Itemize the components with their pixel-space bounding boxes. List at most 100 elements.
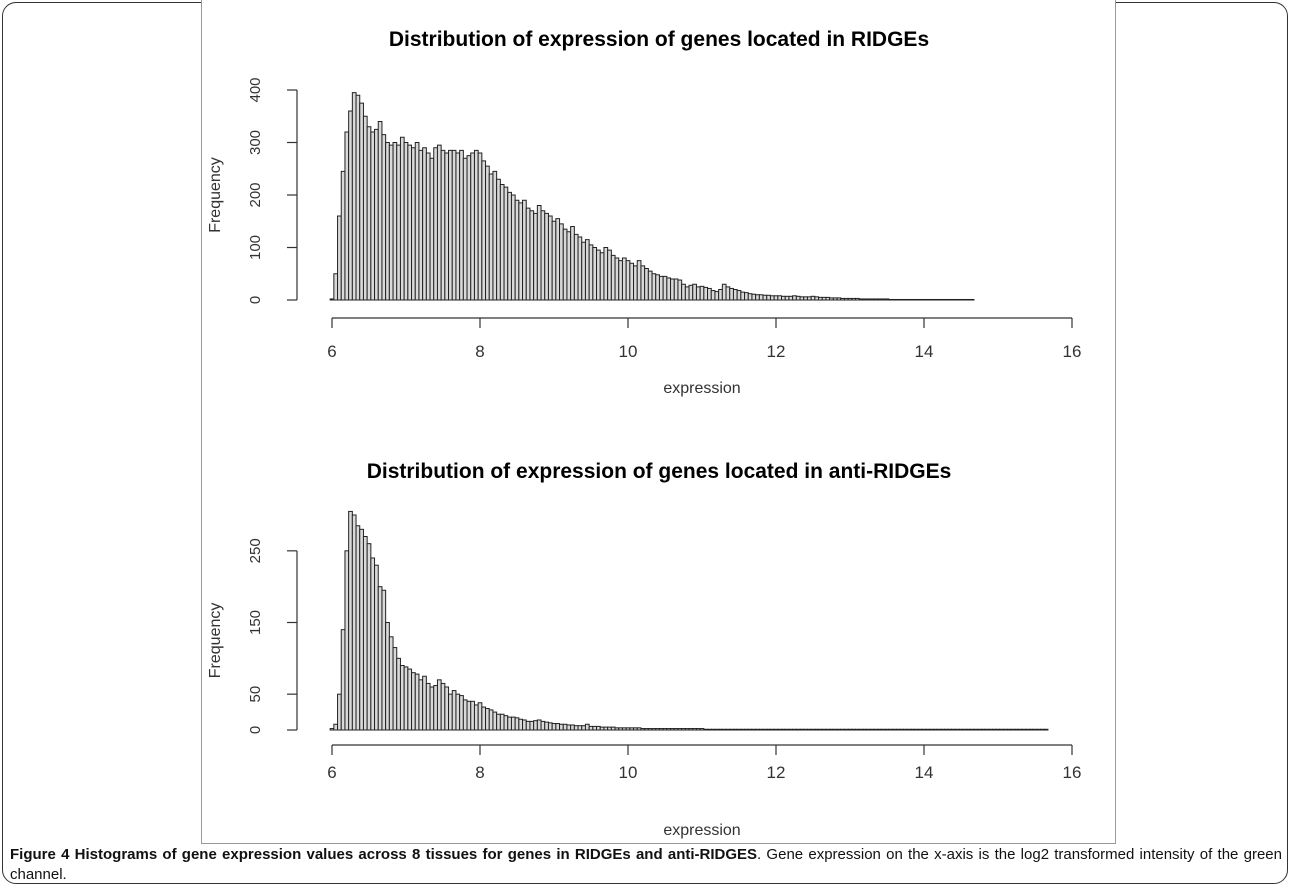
- histogram-bar: [625, 727, 631, 731]
- histogram-bar: [344, 550, 350, 731]
- histogram-bar: [485, 165, 490, 301]
- histogram-bar: [721, 728, 727, 731]
- histogram-bar: [481, 160, 487, 301]
- histogram-bar: [422, 147, 427, 301]
- histogram-bar: [773, 295, 779, 301]
- histogram-bar: [784, 295, 790, 301]
- histogram-bar: [758, 294, 764, 301]
- histogram-bar: [1028, 728, 1034, 731]
- histogram-bar: [699, 728, 705, 731]
- histogram-bar: [740, 728, 746, 731]
- histogram-bar: [547, 215, 553, 301]
- histogram-bar: [329, 298, 335, 301]
- histogram-bar: [677, 279, 683, 301]
- histogram-bar: [903, 728, 908, 731]
- histogram-bar: [799, 728, 805, 731]
- histogram-bar: [714, 728, 720, 731]
- y-axis-label: Frequency: [207, 157, 224, 233]
- histogram-bar: [721, 283, 727, 301]
- histogram-bar: [736, 728, 742, 731]
- histogram-bar: [407, 668, 413, 731]
- histogram-bar: [984, 728, 990, 731]
- histogram-bar: [806, 296, 812, 301]
- y-tick-label: 250: [247, 538, 264, 563]
- histogram-bar: [348, 510, 353, 731]
- histogram-bar: [577, 236, 583, 301]
- histogram-bar: [584, 239, 590, 301]
- histogram-bar: [603, 247, 609, 301]
- histogram-bar: [977, 728, 982, 731]
- histogram-bar: [943, 298, 949, 301]
- histogram-bar: [958, 298, 964, 301]
- histogram-bar: [866, 728, 871, 731]
- histogram-bar: [381, 589, 387, 731]
- histogram-bar: [392, 142, 398, 301]
- histogram-bar: [366, 543, 372, 731]
- histogram-bar: [803, 296, 808, 301]
- histogram-bar: [1036, 728, 1042, 731]
- x-tick-label: 6: [327, 763, 336, 782]
- histogram-bar: [966, 728, 971, 731]
- histogram-bar: [355, 525, 361, 731]
- histogram-bar: [599, 726, 605, 731]
- histogram-bar: [536, 205, 542, 301]
- histogram-bar: [388, 636, 394, 731]
- x-axis-label: expression: [663, 822, 740, 839]
- x-tick-label: 16: [1063, 342, 1082, 361]
- histogram-bar: [592, 725, 598, 731]
- histogram-bar: [973, 728, 979, 731]
- chart-title: Distribution of expression of genes loca…: [389, 28, 929, 51]
- histogram-bar: [843, 297, 849, 301]
- histogram-bar: [414, 673, 420, 731]
- histogram-bar: [929, 298, 934, 301]
- histogram-bar: [551, 723, 557, 731]
- histogram-bar: [725, 728, 731, 731]
- histogram-bar: [492, 170, 498, 301]
- histogram-bar: [899, 298, 905, 301]
- histogram-bar: [459, 695, 464, 731]
- histogram-bar: [651, 273, 657, 301]
- histogram-bar: [832, 297, 838, 301]
- histogram-bar: [633, 265, 638, 301]
- histogram-bar: [633, 727, 638, 731]
- histogram-bar: [1043, 728, 1049, 731]
- histogram-bar: [581, 241, 586, 301]
- histogram-bar: [425, 682, 431, 731]
- histogram-bar: [855, 728, 860, 731]
- histogram-figure: Distribution of expression of genes loca…: [207, 28, 1082, 839]
- histogram-bar: [566, 231, 572, 301]
- histogram-bar: [477, 702, 483, 731]
- caption-text: . Gene expression on the x-axis is the l…: [10, 846, 1282, 883]
- x-axis-label: expression: [663, 380, 740, 397]
- histogram-bar: [858, 298, 864, 301]
- x-tick-label: 6: [327, 342, 336, 361]
- histogram-bar: [403, 142, 409, 301]
- histogram-bar: [777, 295, 783, 301]
- histogram-bar: [792, 728, 797, 731]
- histogram-bar: [703, 728, 709, 731]
- histogram-bar: [444, 686, 450, 731]
- histogram-bar: [773, 728, 779, 731]
- histogram-bar: [858, 728, 864, 731]
- histogram-bar: [862, 728, 868, 731]
- histogram-bar: [440, 682, 446, 731]
- histogram-bar: [781, 728, 786, 731]
- histogram-bar: [562, 228, 568, 301]
- histogram-bar: [359, 102, 364, 301]
- histogram-bar: [625, 260, 631, 301]
- histogram-bar: [540, 720, 546, 731]
- histogram-bar: [903, 298, 908, 301]
- histogram-bar: [636, 727, 642, 731]
- histogram-bar: [925, 728, 931, 731]
- histogram-bar: [451, 149, 457, 301]
- histogram-bar: [795, 728, 801, 731]
- histogram-bar: [485, 708, 490, 731]
- histogram-bar: [1021, 728, 1027, 731]
- histogram-bar: [359, 528, 364, 731]
- histogram-bar: [795, 295, 801, 301]
- histogram-bar: [670, 728, 675, 731]
- histogram-bar: [991, 728, 997, 731]
- histogram-bar: [855, 297, 860, 301]
- histogram-bar: [947, 728, 953, 731]
- histogram-bar: [884, 728, 890, 731]
